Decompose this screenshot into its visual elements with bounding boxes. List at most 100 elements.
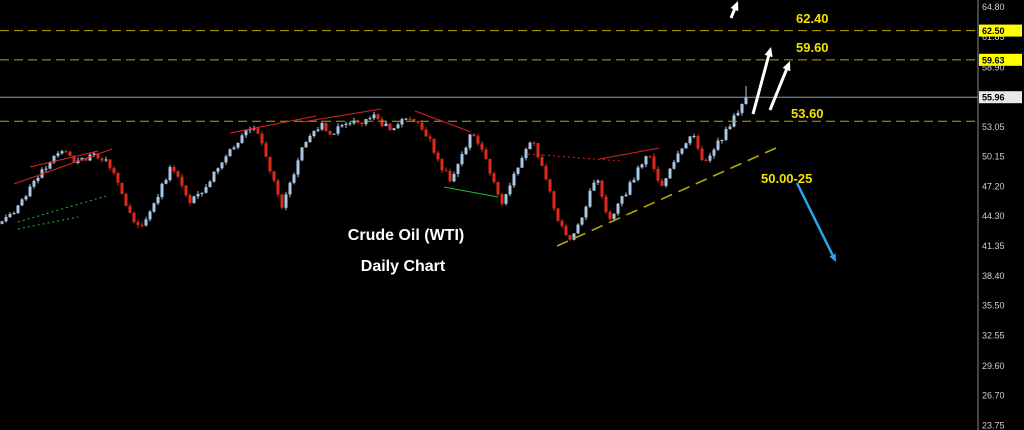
- candle-body: [184, 185, 188, 196]
- candle-body: [492, 173, 496, 183]
- trendline-segment: [301, 108, 382, 123]
- candle-body: [512, 173, 516, 186]
- axis-tick-label: 47.20: [982, 181, 1005, 191]
- candle-body: [464, 147, 468, 155]
- trendline-segment: [527, 153, 623, 162]
- candle-body: [344, 123, 348, 126]
- candle-body: [404, 118, 408, 120]
- candle-body: [292, 174, 296, 183]
- candle-body: [636, 167, 640, 180]
- candle-body: [132, 212, 136, 223]
- candle-body: [12, 213, 16, 215]
- annotation-arrow-head: [730, 1, 739, 12]
- candle-body: [728, 126, 732, 129]
- candle-body: [416, 121, 420, 123]
- candle-body: [600, 180, 604, 197]
- candle-body: [168, 167, 172, 181]
- axis-tick-label: 53.05: [982, 122, 1005, 132]
- candle-body: [236, 142, 240, 148]
- candle-body: [744, 97, 748, 105]
- axis-tick-label: 29.60: [982, 361, 1005, 371]
- candle-body: [684, 143, 688, 149]
- candle-body: [164, 180, 168, 184]
- candle-body: [436, 152, 440, 160]
- candle-body: [232, 147, 236, 150]
- trendline-segment: [599, 147, 660, 160]
- candle-body: [540, 157, 544, 166]
- candle-body: [668, 168, 672, 179]
- candle-body: [324, 122, 328, 132]
- candle-body: [328, 131, 332, 135]
- candle-body: [448, 171, 452, 182]
- candle-body: [336, 126, 340, 134]
- candle-body: [456, 164, 460, 174]
- candle-body: [56, 153, 60, 156]
- candle-body: [516, 167, 520, 174]
- candle-body: [524, 149, 528, 159]
- candle-body: [204, 187, 208, 193]
- text-annotations-layer: Crude Oil (WTI) Daily Chart 62.40 59.60 53…: [348, 11, 829, 275]
- candle-body: [672, 162, 676, 169]
- axis-tick-label: 41.35: [982, 241, 1005, 251]
- candle-body: [460, 154, 464, 165]
- candle-body: [224, 156, 228, 163]
- candle-body: [368, 118, 372, 120]
- candle-body: [544, 165, 548, 180]
- candle-body: [244, 130, 248, 136]
- candle-body: [504, 194, 508, 204]
- candle-body: [88, 154, 92, 161]
- candle-body: [380, 119, 384, 127]
- candle-body: [376, 114, 380, 120]
- candle-body: [24, 196, 28, 200]
- axis-tick-label: 58.90: [982, 62, 1005, 72]
- trendline-segment: [13, 148, 113, 185]
- candle-body: [152, 203, 156, 212]
- candle-body: [52, 155, 56, 163]
- candle-body: [280, 194, 284, 208]
- candle-body: [108, 159, 112, 169]
- candle-body: [708, 155, 712, 161]
- candle-body: [124, 193, 128, 206]
- price-axis[interactable]: 64.80 61.85 58.90 53.05 50.15 47.20 44.30 41.35…: [977, 0, 1024, 430]
- candle-body: [688, 136, 692, 144]
- candle-body: [480, 143, 484, 150]
- candle-body: [148, 211, 152, 220]
- candle-body: [560, 220, 564, 226]
- candle-body: [288, 182, 292, 195]
- candle-body: [616, 203, 620, 214]
- candle-body: [712, 149, 716, 156]
- candle-body: [372, 114, 376, 119]
- candle-body: [660, 180, 664, 186]
- candle-body: [444, 170, 448, 172]
- candle-body: [632, 179, 636, 183]
- candle-body: [740, 104, 744, 113]
- candle-body: [696, 136, 700, 149]
- candle-body: [172, 167, 176, 172]
- candle-body: [528, 142, 532, 150]
- candle-body: [104, 159, 108, 161]
- candle-body: [44, 168, 48, 170]
- candle-body: [736, 112, 740, 116]
- axis-price-box: [979, 53, 1022, 66]
- candle-body: [296, 160, 300, 175]
- candle-body: [576, 224, 580, 234]
- candle-body: [508, 185, 512, 195]
- price-annotation-label: 59.60: [796, 40, 829, 55]
- candle-body: [644, 156, 648, 165]
- annotation-arrow-shaft: [795, 182, 835, 258]
- candle-body: [340, 125, 344, 127]
- axis-price-box: [979, 91, 1022, 104]
- candle-body: [32, 180, 36, 187]
- annotation-arrow-head: [782, 61, 791, 72]
- candle-body: [220, 162, 224, 169]
- candle-body: [20, 199, 24, 206]
- candle-body: [620, 196, 624, 204]
- chart-title: Crude Oil (WTI): [348, 227, 464, 244]
- candle-body: [312, 130, 316, 136]
- candle-body: [120, 182, 124, 194]
- candle-body: [428, 136, 432, 139]
- candle-body: [64, 151, 68, 153]
